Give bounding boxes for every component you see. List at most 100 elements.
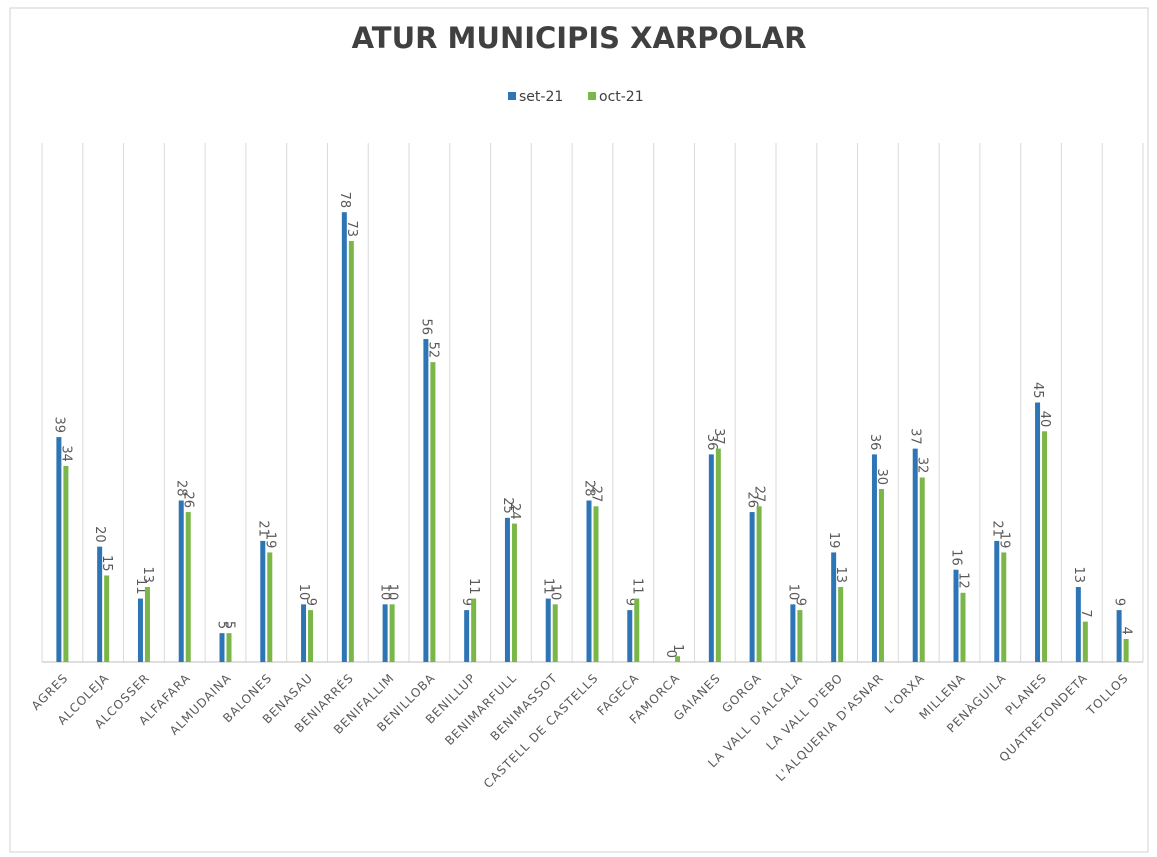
data-label: 24 <box>507 503 522 520</box>
data-label: 1 <box>670 644 685 652</box>
data-label: 26 <box>181 492 196 509</box>
bar <box>301 604 307 662</box>
data-label: 10 <box>385 584 400 601</box>
data-label: 10 <box>296 584 311 601</box>
bar <box>634 598 640 662</box>
bar <box>97 546 103 662</box>
bar <box>471 598 477 662</box>
data-label: 30 <box>874 468 889 485</box>
bar <box>219 633 225 662</box>
data-label: 10 <box>378 584 393 601</box>
data-label: 45 <box>1030 382 1045 399</box>
bar <box>960 592 966 662</box>
data-label: 78 <box>337 192 352 209</box>
data-label: 36 <box>704 434 719 451</box>
data-label: 10 <box>785 584 800 601</box>
legend-label: set-21 <box>519 89 563 105</box>
bar <box>919 477 925 662</box>
bar <box>178 500 184 662</box>
data-label: 19 <box>262 532 277 549</box>
legend-swatch <box>508 92 516 100</box>
bar <box>675 656 681 662</box>
bar <box>63 465 69 662</box>
bar <box>749 512 755 662</box>
bar <box>308 610 314 662</box>
bar <box>1001 552 1007 662</box>
data-label: 37 <box>711 428 726 445</box>
bar <box>593 506 599 662</box>
legend-label: oct-21 <box>599 89 644 105</box>
data-label: 12 <box>956 572 971 589</box>
data-label: 9 <box>459 598 474 606</box>
data-label: 25 <box>500 497 515 514</box>
data-label: 28 <box>174 480 189 497</box>
data-label: 9 <box>1112 598 1127 606</box>
bar <box>953 569 959 662</box>
bar <box>994 540 1000 662</box>
data-label: 37 <box>908 428 923 445</box>
legend: set-21 oct-21 <box>508 89 644 105</box>
bar <box>1042 431 1048 662</box>
bar <box>715 448 721 662</box>
data-label: 52 <box>425 342 440 359</box>
bar <box>627 610 633 662</box>
bar <box>545 598 551 662</box>
bar <box>226 633 232 662</box>
data-label: 5 <box>222 621 237 629</box>
bar <box>511 523 517 662</box>
bar <box>56 437 62 662</box>
data-label: 73 <box>344 220 359 237</box>
data-label: 13 <box>140 566 155 583</box>
data-label: 7 <box>1078 609 1093 617</box>
bar <box>797 610 803 662</box>
bar <box>185 512 191 662</box>
bar <box>430 362 436 662</box>
data-label: 5 <box>215 621 230 629</box>
data-label: 20 <box>92 526 107 543</box>
data-label: 56 <box>418 319 433 336</box>
bar <box>838 587 844 662</box>
bar <box>382 604 388 662</box>
data-label: 11 <box>541 578 556 595</box>
data-label: 34 <box>58 445 73 462</box>
bar <box>912 448 918 662</box>
data-label: 16 <box>949 549 964 566</box>
data-label: 13 <box>1071 566 1086 583</box>
bar <box>831 552 837 662</box>
bar <box>144 587 150 662</box>
bar <box>878 489 884 662</box>
bar <box>1082 621 1088 662</box>
bar <box>586 500 592 662</box>
data-label: 11 <box>466 578 481 595</box>
data-label: 21 <box>255 520 270 537</box>
data-label: 40 <box>1037 411 1052 428</box>
bar <box>790 604 796 662</box>
bar <box>552 604 558 662</box>
data-label: 11 <box>629 578 644 595</box>
data-label: 9 <box>792 598 807 606</box>
bar <box>348 241 354 663</box>
chart-title: ATUR MUNICIPIS XARPOLAR <box>352 21 807 55</box>
data-label: 11 <box>133 578 148 595</box>
data-label: 19 <box>996 532 1011 549</box>
bar <box>1116 610 1122 662</box>
data-label: 9 <box>303 598 318 606</box>
bar <box>871 454 877 662</box>
bar <box>260 540 266 662</box>
data-label: 27 <box>589 486 604 503</box>
data-label: 27 <box>752 486 767 503</box>
data-label: 39 <box>51 417 66 434</box>
bar <box>504 517 510 662</box>
bar <box>267 552 273 662</box>
bar <box>1075 587 1081 662</box>
data-label: 13 <box>833 566 848 583</box>
data-label: 19 <box>826 532 841 549</box>
data-label: 10 <box>548 584 563 601</box>
data-label: 0 <box>663 650 678 658</box>
data-label: 32 <box>915 457 930 474</box>
bar <box>756 506 762 662</box>
data-label: 26 <box>745 492 760 509</box>
legend-swatch <box>588 92 596 100</box>
bar <box>423 339 429 662</box>
